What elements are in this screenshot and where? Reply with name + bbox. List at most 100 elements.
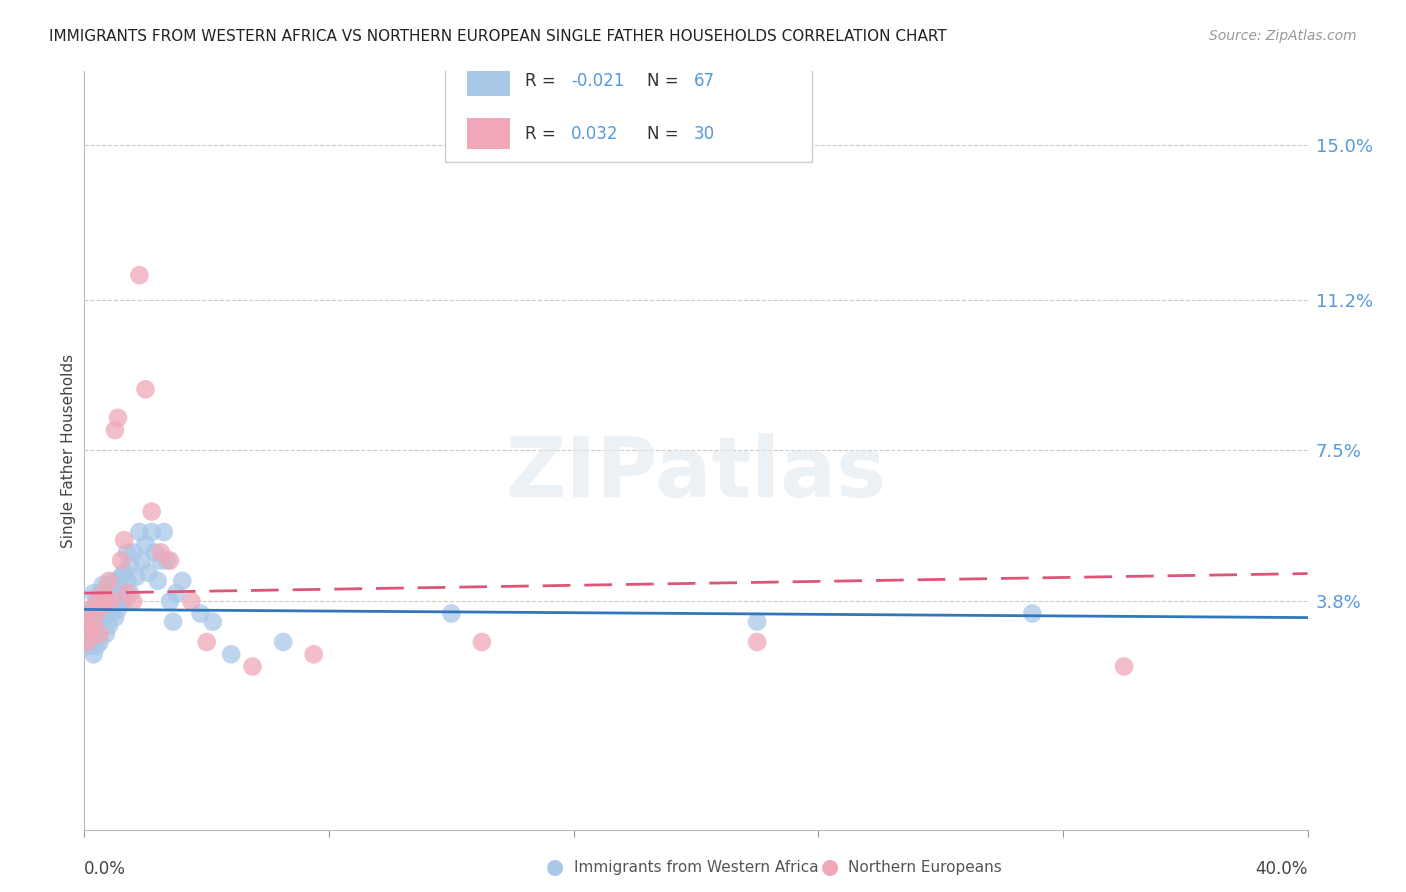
- Text: 30: 30: [693, 125, 714, 143]
- Point: [104, 423, 127, 437]
- Point: [110, 594, 132, 608]
- Point: [159, 553, 181, 567]
- Point: [83, 627, 105, 641]
- Point: [149, 545, 172, 559]
- Point: [141, 505, 163, 519]
- FancyBboxPatch shape: [446, 53, 813, 162]
- Point: [115, 586, 138, 600]
- Point: [128, 268, 150, 282]
- Point: [172, 574, 194, 588]
- Point: [146, 574, 169, 588]
- Point: [120, 558, 142, 572]
- Point: [162, 615, 184, 629]
- FancyBboxPatch shape: [467, 66, 510, 96]
- Point: [76, 615, 98, 629]
- Point: [271, 635, 294, 649]
- Point: [135, 537, 157, 551]
- Point: [94, 582, 117, 596]
- Text: 0.0%: 0.0%: [84, 860, 127, 878]
- Point: [101, 586, 124, 600]
- Point: [107, 410, 129, 425]
- Text: R =: R =: [524, 72, 561, 90]
- Text: ●: ●: [547, 857, 564, 877]
- Point: [91, 594, 114, 608]
- Point: [83, 647, 105, 661]
- Point: [86, 594, 108, 608]
- Point: [143, 545, 166, 559]
- Point: [76, 627, 98, 641]
- Text: Immigrants from Western Africa: Immigrants from Western Africa: [574, 860, 818, 874]
- Point: [128, 524, 150, 539]
- Point: [79, 627, 101, 641]
- Point: [86, 607, 108, 621]
- Point: [190, 607, 212, 621]
- Point: [141, 524, 163, 539]
- Point: [125, 570, 148, 584]
- Point: [471, 635, 494, 649]
- Text: -0.021: -0.021: [571, 72, 624, 90]
- Point: [110, 553, 132, 567]
- Point: [112, 533, 135, 548]
- Point: [104, 610, 127, 624]
- Point: [89, 602, 111, 616]
- Point: [79, 602, 101, 616]
- Point: [149, 553, 172, 567]
- Point: [86, 594, 108, 608]
- Point: [89, 635, 111, 649]
- Text: R =: R =: [524, 125, 561, 143]
- Point: [83, 586, 105, 600]
- Point: [135, 382, 157, 396]
- Point: [94, 594, 117, 608]
- Point: [101, 594, 124, 608]
- Point: [120, 586, 142, 600]
- Point: [94, 602, 117, 616]
- Point: [89, 586, 111, 600]
- Point: [76, 639, 98, 653]
- Point: [83, 602, 105, 616]
- Point: [747, 615, 769, 629]
- Text: ZIPatlas: ZIPatlas: [506, 433, 886, 514]
- Point: [89, 602, 111, 616]
- Point: [115, 574, 138, 588]
- Point: [138, 566, 160, 580]
- Point: [195, 635, 218, 649]
- Point: [112, 594, 135, 608]
- Point: [1114, 659, 1136, 673]
- Point: [83, 615, 105, 629]
- Point: [107, 578, 129, 592]
- Point: [79, 602, 101, 616]
- Point: [115, 545, 138, 559]
- Point: [1021, 607, 1043, 621]
- Point: [242, 659, 264, 673]
- Point: [79, 627, 101, 641]
- Point: [86, 623, 108, 637]
- Text: Source: ZipAtlas.com: Source: ZipAtlas.com: [1209, 29, 1357, 43]
- Y-axis label: Single Father Households: Single Father Households: [60, 353, 76, 548]
- Point: [165, 586, 187, 600]
- Point: [76, 635, 98, 649]
- Point: [89, 627, 111, 641]
- Point: [159, 594, 181, 608]
- Point: [747, 635, 769, 649]
- Point: [91, 610, 114, 624]
- Point: [97, 578, 120, 592]
- Point: [97, 574, 120, 588]
- Point: [156, 553, 179, 567]
- Text: 40.0%: 40.0%: [1256, 860, 1308, 878]
- Text: Northern Europeans: Northern Europeans: [848, 860, 1001, 874]
- Point: [86, 639, 108, 653]
- Text: 0.032: 0.032: [571, 125, 619, 143]
- Point: [201, 615, 224, 629]
- Point: [180, 594, 202, 608]
- Text: IMMIGRANTS FROM WESTERN AFRICA VS NORTHERN EUROPEAN SINGLE FATHER HOUSEHOLDS COR: IMMIGRANTS FROM WESTERN AFRICA VS NORTHE…: [49, 29, 948, 44]
- Point: [79, 615, 101, 629]
- Point: [97, 599, 120, 613]
- Point: [131, 553, 153, 567]
- Point: [76, 615, 98, 629]
- Point: [112, 566, 135, 580]
- Text: N =: N =: [647, 72, 683, 90]
- Point: [122, 594, 145, 608]
- Point: [122, 545, 145, 559]
- Point: [79, 639, 101, 653]
- Point: [91, 586, 114, 600]
